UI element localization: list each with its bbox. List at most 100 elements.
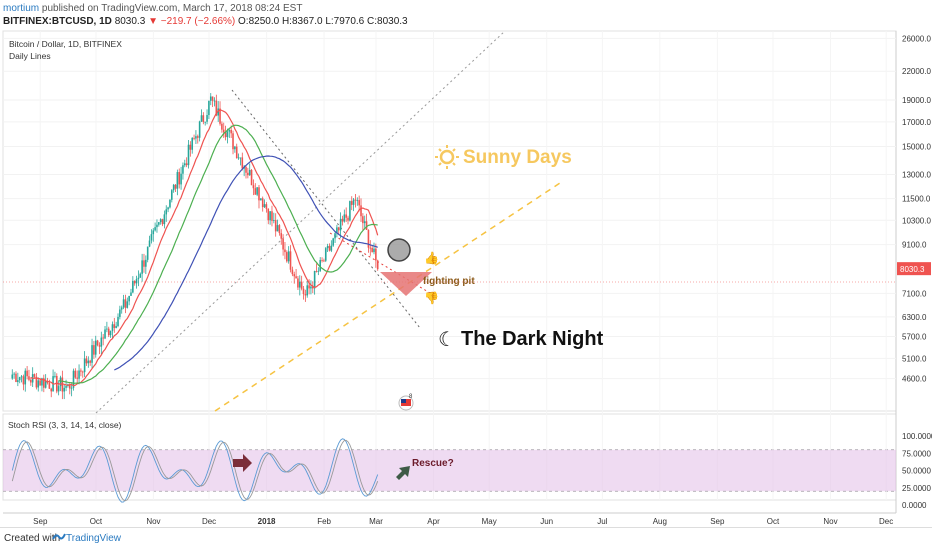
candle-body xyxy=(350,201,353,205)
time-tick-label: Aug xyxy=(653,517,667,526)
candle-body xyxy=(234,146,236,150)
candle-body xyxy=(48,382,51,389)
candle-body xyxy=(22,376,25,385)
price-tick-label: 9100.0 xyxy=(902,241,927,250)
moon-icon: ☾ xyxy=(438,329,456,351)
ma-mid-line xyxy=(58,124,378,385)
moving-averages xyxy=(30,109,379,387)
candle-body xyxy=(376,260,379,270)
candle-body xyxy=(221,123,223,130)
candle-body xyxy=(274,220,277,232)
candle-body xyxy=(161,219,164,225)
axes: 26000.0 22000.0 19000.0 17000.0 15000.0 13000… xyxy=(33,34,932,526)
publish-header: mortium published on TradingView.com, Ma… xyxy=(0,0,932,28)
price-tick-label: 4600.0 xyxy=(902,375,927,384)
sunny-days-label: Sunny Days xyxy=(463,147,572,168)
candle-body xyxy=(115,326,117,328)
candle-body xyxy=(80,370,82,372)
publish-info: mortium published on TradingView.com, Ma… xyxy=(3,2,302,15)
candle-body xyxy=(132,280,134,293)
candle-body xyxy=(252,185,255,189)
time-tick-label: 2018 xyxy=(258,517,276,526)
candles xyxy=(11,93,379,400)
candle-body xyxy=(169,199,171,208)
arrow-right-icon xyxy=(233,454,252,472)
candle-body xyxy=(202,115,205,122)
time-tick-label: Dec xyxy=(879,517,893,526)
candle-body xyxy=(174,184,177,189)
candle-body xyxy=(128,295,130,302)
candle-body xyxy=(87,360,90,364)
candle-body xyxy=(26,370,28,377)
ma-fast-line xyxy=(30,109,379,387)
time-tick-label: Jul xyxy=(597,517,607,526)
candle-body xyxy=(156,224,158,228)
candle-body xyxy=(28,376,30,380)
candle-body xyxy=(291,269,294,275)
candle-body xyxy=(226,131,229,138)
candle-body xyxy=(299,281,301,288)
candle-body xyxy=(96,340,99,346)
candle-body xyxy=(235,146,238,159)
candle-body xyxy=(263,204,266,208)
candle-body xyxy=(273,220,275,221)
candle-body xyxy=(167,207,169,210)
candle-body xyxy=(139,273,142,278)
candle-body xyxy=(241,157,244,169)
svg-text:8: 8 xyxy=(409,394,413,400)
candle-body xyxy=(117,316,119,327)
candle-body xyxy=(367,229,370,248)
candle-body xyxy=(347,217,349,221)
candle-body xyxy=(276,225,279,232)
candle-body xyxy=(222,129,225,133)
candle-body xyxy=(18,377,21,381)
candle-body xyxy=(57,386,60,392)
candle-body xyxy=(50,388,53,392)
candle-body xyxy=(256,187,258,195)
time-tick-label: Sep xyxy=(710,517,725,526)
candle-body xyxy=(91,345,93,363)
price-tick-label: 7100.0 xyxy=(902,289,927,298)
candle-body xyxy=(250,170,253,186)
candle-body xyxy=(306,285,309,296)
candle-body xyxy=(311,286,314,289)
candle-body xyxy=(189,144,192,150)
candle-body xyxy=(284,249,286,253)
candle-body xyxy=(65,385,67,388)
price-tick-label: 17000.0 xyxy=(902,118,931,127)
tradingview-brand[interactable]: TradingView xyxy=(66,533,122,544)
author-link[interactable]: mortium xyxy=(3,3,40,14)
gridlines xyxy=(3,31,896,500)
candle-body xyxy=(145,259,147,267)
candle-body xyxy=(375,248,377,261)
candle-body xyxy=(258,187,260,201)
candle-body xyxy=(265,204,268,209)
candle-body xyxy=(321,260,323,261)
candle-body xyxy=(217,108,219,116)
price-tick-label: 10300.0 xyxy=(902,216,931,225)
candle-body xyxy=(61,377,64,392)
chart-area[interactable]: 👍 👎 fighting pit Sunny Days ☾ The Dark N… xyxy=(0,28,932,532)
candle-body xyxy=(94,340,97,355)
candle-body xyxy=(289,251,292,270)
rsi-tick-label: 50.0000 xyxy=(902,467,931,476)
candle-body xyxy=(310,286,312,289)
trendline-yellow xyxy=(214,182,561,412)
price-chart-svg[interactable]: 👍 👎 fighting pit Sunny Days ☾ The Dark N… xyxy=(0,28,932,527)
candle-body xyxy=(237,157,240,159)
candle-body xyxy=(363,221,366,224)
candle-body xyxy=(280,233,283,239)
candle-body xyxy=(339,218,342,231)
ma-slow-line xyxy=(114,155,378,371)
time-tick-label: May xyxy=(482,517,497,526)
candle-body xyxy=(313,271,316,289)
time-tick-label: Dec xyxy=(202,517,216,526)
candle-body xyxy=(352,199,355,205)
candle-body xyxy=(365,221,368,230)
arrow-up-right-icon xyxy=(396,466,410,480)
candle-body xyxy=(172,184,175,191)
candle-body xyxy=(126,301,129,308)
candle-body xyxy=(111,324,114,331)
candle-body xyxy=(302,288,305,295)
rsi-tick-label: 0.0000 xyxy=(902,501,927,510)
